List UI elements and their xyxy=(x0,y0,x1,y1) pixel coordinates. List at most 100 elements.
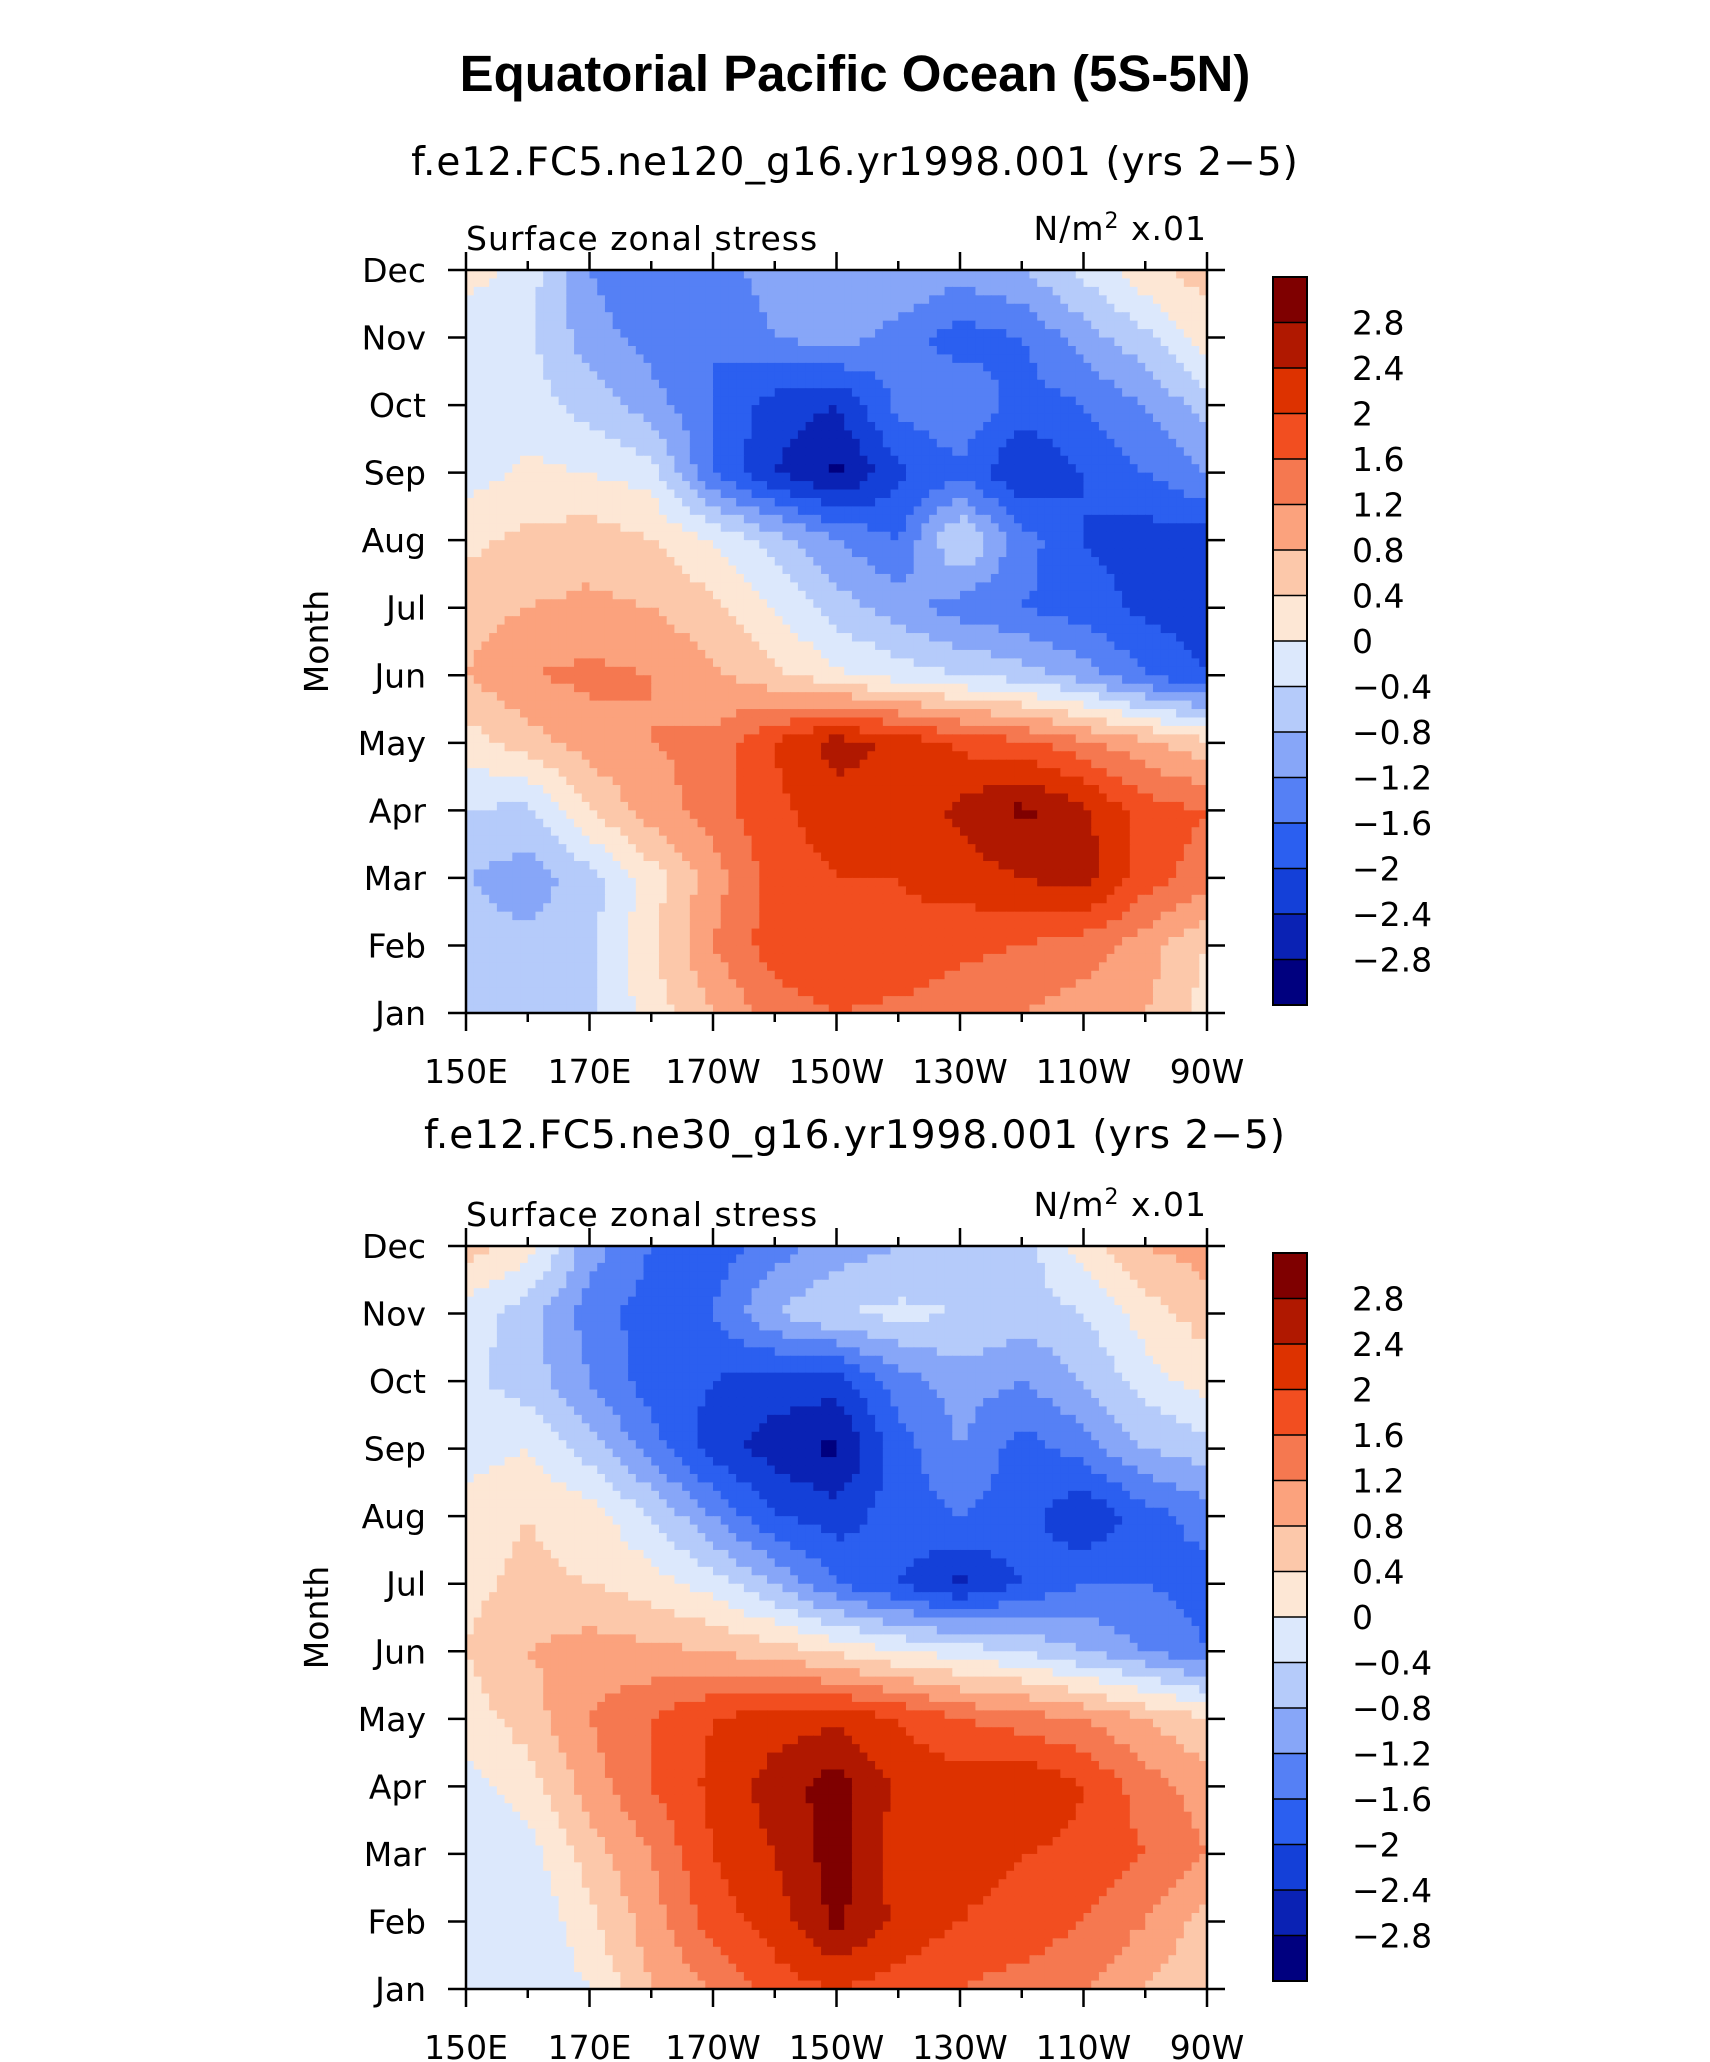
heatmap-cell xyxy=(736,472,745,482)
heatmap-cell xyxy=(1098,641,1108,651)
heatmap-cell xyxy=(705,430,714,440)
heatmap-cell xyxy=(983,430,992,440)
heatmap-cell xyxy=(913,472,923,482)
heatmap-cell xyxy=(890,573,899,583)
heatmap-cell xyxy=(535,329,544,339)
heatmap-cell xyxy=(1006,354,1015,364)
heatmap-cell xyxy=(713,633,722,643)
heatmap-cell xyxy=(774,396,784,406)
heatmap-cell xyxy=(558,379,567,389)
heatmap-cell xyxy=(767,683,776,693)
heatmap-cell xyxy=(759,497,768,508)
heatmap-cell xyxy=(844,599,853,609)
heatmap-cell xyxy=(1037,489,1046,499)
heatmap-cell xyxy=(558,455,567,465)
heatmap-cell xyxy=(566,557,575,567)
heatmap-cell xyxy=(921,430,930,440)
heatmap-cell xyxy=(905,489,915,499)
heatmap-cell xyxy=(697,641,706,651)
heatmap-cell xyxy=(1183,295,1193,305)
heatmap-cell xyxy=(813,675,822,685)
heatmap-cell xyxy=(1091,379,1100,389)
heatmap-cell xyxy=(496,557,506,567)
heatmap-cell xyxy=(975,540,984,550)
heatmap-cell xyxy=(821,607,830,617)
heatmap-cell xyxy=(550,362,560,372)
heatmap-cell xyxy=(890,683,899,693)
heatmap-cell xyxy=(1106,666,1115,676)
heatmap-cell xyxy=(705,607,714,617)
heatmap-cell xyxy=(828,565,838,575)
heatmap-cell xyxy=(859,472,868,482)
heatmap-cell xyxy=(1091,312,1100,322)
heatmap-cell xyxy=(751,481,760,491)
heatmap-cell xyxy=(836,590,845,600)
heatmap-cell xyxy=(720,675,730,685)
heatmap-cell xyxy=(952,270,961,280)
heatmap-cell xyxy=(496,438,506,448)
heatmap-cell xyxy=(782,607,791,617)
heatmap-cell xyxy=(1021,303,1031,313)
heatmap-cell xyxy=(466,405,475,415)
heatmap-cell xyxy=(998,270,1007,280)
heatmap-cell xyxy=(998,633,1007,643)
heatmap-cell xyxy=(1014,666,1023,676)
heatmap-cell xyxy=(736,270,745,280)
heatmap-cell xyxy=(805,455,814,465)
heatmap-cell xyxy=(666,438,676,448)
heatmap-cell xyxy=(1152,421,1162,432)
heatmap-cell xyxy=(643,506,652,516)
heatmap-cell xyxy=(967,557,977,567)
heatmap-cell xyxy=(512,540,521,550)
heatmap-cell xyxy=(952,548,961,558)
heatmap-cell xyxy=(743,438,753,448)
heatmap-cell xyxy=(1075,396,1085,406)
heatmap-cell xyxy=(674,523,683,533)
heatmap-cell xyxy=(581,675,591,685)
heatmap-cell xyxy=(990,455,1000,465)
heatmap-cell xyxy=(821,633,830,643)
heatmap-cell xyxy=(1199,388,1208,398)
heatmap-cell xyxy=(674,624,683,634)
heatmap-cell xyxy=(589,497,598,508)
heatmap-cell xyxy=(1060,514,1069,524)
heatmap-cell xyxy=(466,666,475,676)
heatmap-cell xyxy=(944,481,953,491)
heatmap-cell xyxy=(952,590,961,600)
heatmap-cell xyxy=(697,430,706,440)
heatmap-cell xyxy=(520,270,529,280)
heatmap-cell xyxy=(1199,540,1208,550)
heatmap-cell xyxy=(1168,514,1177,524)
heatmap-cell xyxy=(574,675,583,685)
heatmap-cell xyxy=(898,531,907,541)
heatmap-cell xyxy=(882,548,892,558)
heatmap-cell xyxy=(743,362,753,372)
heatmap-cell xyxy=(720,489,730,499)
heatmap-cell xyxy=(1183,329,1193,339)
heatmap-cell xyxy=(1129,371,1139,381)
heatmap-cell xyxy=(913,590,923,600)
heatmap-cell xyxy=(797,312,807,322)
heatmap-cell xyxy=(566,599,575,609)
heatmap-cell xyxy=(1199,329,1208,339)
heatmap-cell xyxy=(975,379,984,389)
heatmap-cell xyxy=(705,388,714,398)
heatmap-cell xyxy=(1176,599,1185,609)
heatmap-cell xyxy=(905,438,915,448)
heatmap-cell xyxy=(1083,599,1092,609)
heatmap-cell xyxy=(952,531,961,541)
heatmap-cell xyxy=(658,312,668,322)
heatmap-cell xyxy=(1021,616,1031,626)
heatmap-cell xyxy=(1152,649,1162,659)
heatmap-cell xyxy=(658,607,668,617)
heatmap-cell xyxy=(666,489,676,499)
heatmap-cell xyxy=(851,649,861,659)
heatmap-cell xyxy=(1199,362,1208,372)
heatmap-cell xyxy=(666,548,676,558)
heatmap-cell xyxy=(921,683,930,693)
heatmap-cell xyxy=(867,354,876,364)
heatmap-cell xyxy=(489,683,498,693)
heatmap-cell xyxy=(851,413,861,423)
heatmap-cell xyxy=(1075,548,1085,558)
heatmap-cell xyxy=(658,438,668,448)
